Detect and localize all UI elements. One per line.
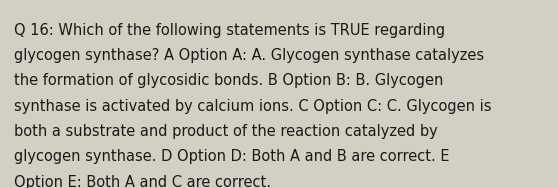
Text: both a substrate and product of the reaction catalyzed by: both a substrate and product of the reac… [14,124,437,139]
Text: the formation of glycosidic bonds. B Option B: B. Glycogen: the formation of glycosidic bonds. B Opt… [14,73,443,88]
Text: glycogen synthase? A Option A: A. Glycogen synthase catalyzes: glycogen synthase? A Option A: A. Glycog… [14,48,484,63]
Text: Option E: Both A and C are correct.: Option E: Both A and C are correct. [14,175,271,188]
Text: glycogen synthase. D Option D: Both A and B are correct. E: glycogen synthase. D Option D: Both A an… [14,149,449,164]
Text: synthase is activated by calcium ions. C Option C: C. Glycogen is: synthase is activated by calcium ions. C… [14,99,492,114]
Text: Q 16: Which of the following statements is TRUE regarding: Q 16: Which of the following statements … [14,23,445,38]
